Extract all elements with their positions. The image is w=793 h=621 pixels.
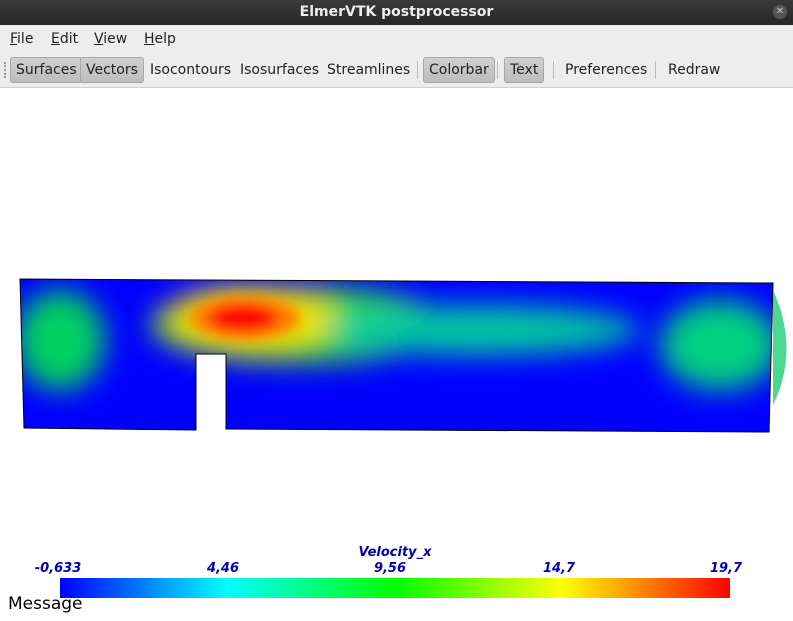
menu-item[interactable]: Help <box>144 31 176 47</box>
window-title: ElmerVTK postprocessor <box>299 4 494 20</box>
toolbar-handle <box>4 62 8 78</box>
outlet-vectors <box>773 290 787 405</box>
menu-item[interactable]: View <box>94 31 128 47</box>
toolbar-button[interactable]: Streamlines <box>327 62 411 78</box>
toolbar-button[interactable]: Isocontours <box>150 62 232 78</box>
toolbar-button[interactable]: Preferences <box>565 62 648 78</box>
toolbar-button[interactable]: Surfaces <box>10 57 83 83</box>
render-view: Velocity_x -0,633 4,46 9,56 14,7 19,7 <box>19 278 787 598</box>
toolbar-button[interactable]: Vectors <box>80 57 144 83</box>
separator <box>655 61 656 79</box>
close-button[interactable]: ✕ <box>773 5 787 19</box>
colorbar-label: 9,56 <box>374 561 406 576</box>
colorbar-label: 4,46 <box>206 561 239 576</box>
colorbar-label: 19,7 <box>710 561 743 576</box>
toolbar-button[interactable]: Colorbar <box>423 57 495 83</box>
menu-item[interactable]: Edit <box>51 31 79 47</box>
domain-outline <box>19 278 774 433</box>
flow-field <box>20 279 773 432</box>
toolbar: Surfaces Vectors Isocontours Isosurfaces… <box>0 54 793 88</box>
separator <box>497 61 498 79</box>
colorbar <box>60 578 730 598</box>
toolbar-button[interactable]: Redraw <box>668 62 721 78</box>
toolbar-button[interactable]: Text <box>504 57 545 83</box>
colorbar-title: Velocity_x <box>358 545 432 560</box>
menu-bar: File Edit View Help <box>0 25 793 54</box>
separator <box>553 61 554 79</box>
toolbar-button[interactable]: Isosurfaces <box>240 62 320 78</box>
separator <box>417 61 418 79</box>
status-message: Message <box>8 594 83 614</box>
colorbar-label: 14,7 <box>543 561 576 576</box>
colorbar-label: -0,633 <box>35 561 82 576</box>
menu-item[interactable]: File <box>10 31 34 47</box>
title-bar: ElmerVTK postprocessor <box>0 0 793 25</box>
